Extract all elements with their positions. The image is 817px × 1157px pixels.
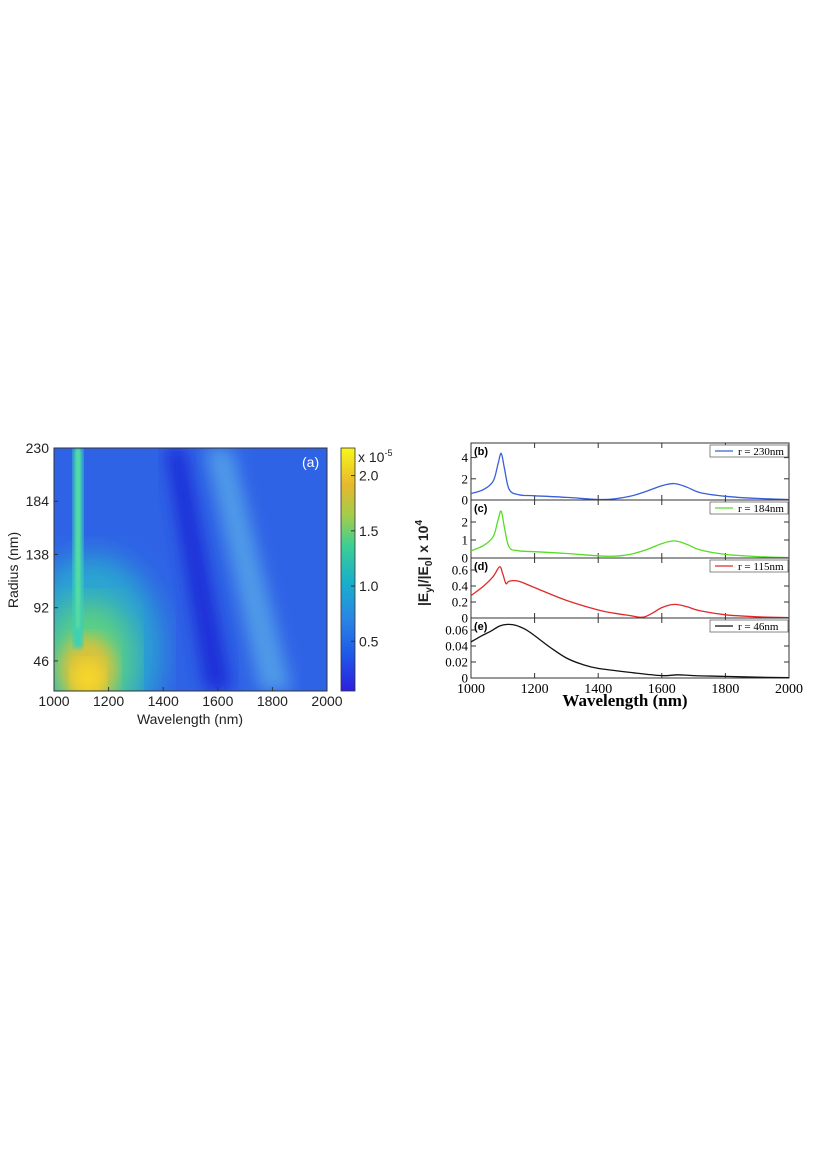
colorbar-tick-label: 1.5 [359,523,379,539]
y-tick-label: 0 [462,611,469,626]
y-tick-label: 0.06 [445,623,468,638]
heatmap-x-tick-label: 1200 [93,693,124,709]
legend-box [709,559,789,573]
heatmap-y-tick-label: 138 [26,546,50,562]
heatmap-y-tick-label: 92 [33,600,49,616]
lines-x-axis-title: Wavelength (nm) [562,691,687,710]
legend: r = 184nm [709,501,789,515]
y-tick-label: 2 [462,471,469,486]
y-tick-label: 0.6 [452,563,469,578]
lines-x-tick-label: 2000 [775,682,803,697]
colorbar-tick-label: 1.0 [359,578,379,594]
y-tick-label: 0.2 [452,595,468,610]
legend-label: r = 230nm [738,446,784,458]
colorbar-tick-label: 2.0 [359,468,379,484]
heatmap-y-tick-label: 230 [26,440,50,456]
colorbar-tick-label: 0.5 [359,633,379,649]
line-panel-c: 0 1 2 (c) r = 184nm [462,499,790,566]
panel-label-a: (a) [302,454,319,470]
line-panel-e: 00.020.040.06 (e) r = 46nm [445,617,790,686]
lines-x-tick-label: 1000 [457,682,485,697]
panel-frame [470,617,790,679]
series-line-c [470,510,790,559]
line-panel-d: 00.20.40.6 (d) r = 115nm [452,557,790,626]
y-tick-label: 0.02 [445,655,468,670]
legend-label: r = 184nm [738,503,784,515]
y-tick-label: 0 [462,493,469,508]
legend-label: r = 115nm [738,561,784,573]
heatmap-x-tick-label: 1000 [38,693,69,709]
lines-x-tick-label: 1600 [648,682,676,697]
y-tick-label: 0 [462,671,469,686]
panel-tag: (d) [474,561,488,573]
y-tick-label: 1 [462,533,469,548]
heatmap-x-tick-label: 1400 [148,693,179,709]
legend-box [709,444,789,458]
y-tick-label: 0.4 [452,579,469,594]
heatmap-x-tick-label: 1600 [202,693,233,709]
lines-x-tick-label: 1400 [584,682,612,697]
y-tick-label: 0.04 [445,639,468,654]
legend: r = 46nm [709,619,789,633]
heatmap-y-tick-label: 46 [33,653,49,669]
panel-tag: (e) [474,621,488,633]
colorbar [340,447,356,692]
heatmap-panel-a: (a) 1000 1200 1400 1600 1800 2000 46 92 138 184 2… [5,440,392,727]
series-line-d [470,566,790,619]
heatmap-x-axis-title: Wavelength (nm) [137,711,243,727]
colorbar-exponent-label: x 10-5 [358,448,392,465]
y-tick-label: 4 [462,450,469,465]
heatmap-frame [53,447,328,692]
heatmap-image [54,448,327,691]
legend-label: r = 46nm [738,621,779,633]
panel-tag: (c) [474,503,488,515]
heatmap-x-ticks: 1000 1200 1400 1600 1800 2000 [38,687,343,709]
legend: r = 115nm [709,559,789,573]
heatmap-y-axis-title: Radius (nm) [5,532,21,608]
legend: r = 230nm [709,444,789,458]
heatmap-x-tick-label: 2000 [311,693,342,709]
lines-x-tick-label: 1800 [711,682,739,697]
legend-box [709,501,789,515]
colorbar-ticks: 0.5 1.0 1.5 2.0 [351,468,379,649]
heatmap-y-tick-label: 184 [26,493,50,509]
heatmap-y-ticks: 46 92 138 184 230 [26,440,58,669]
series-line-e [470,623,790,679]
series-line-b [470,452,790,501]
heatmap-x-tick-label: 1800 [257,693,288,709]
lines-y-axis-title: |Ey|/|E0| x 104 [414,520,435,607]
lines-x-tick-label: 1200 [521,682,549,697]
legend-box [709,619,789,633]
line-panel-b: 0 2 4 (b) r = 230nm [462,442,790,508]
panel-tag: (b) [474,446,488,458]
y-tick-label: 0 [462,551,469,566]
y-tick-label: 2 [462,515,469,530]
